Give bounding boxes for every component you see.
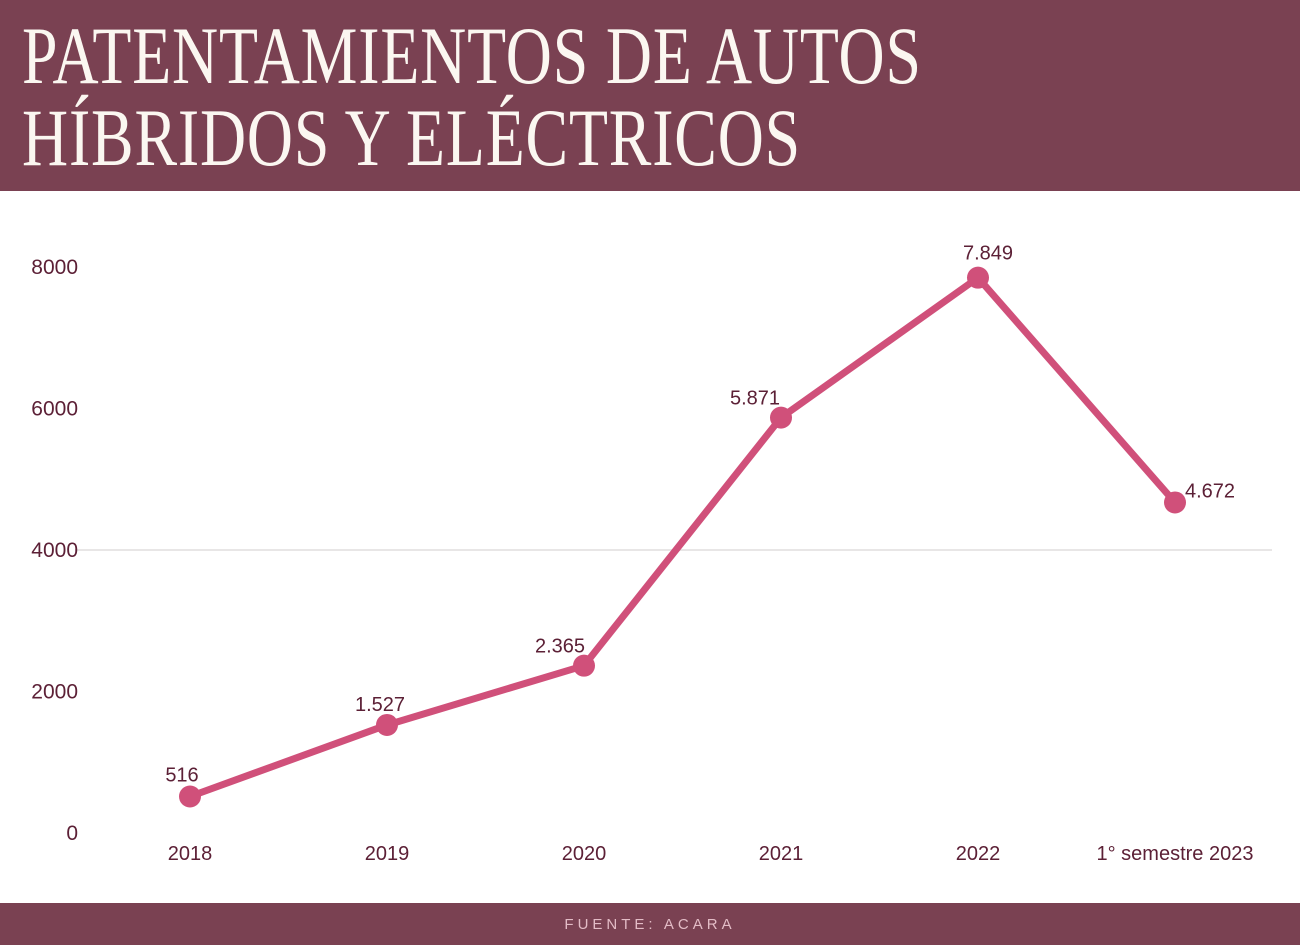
chart-title: PATENTAMIENTOS DE AUTOS HÍBRIDOS Y ELÉCT… [4,0,1096,179]
data-point-label: 1.527 [355,694,405,716]
data-point [573,654,595,677]
title-line-1: PATENTAMIENTOS DE AUTOS [22,10,922,102]
data-line [186,274,1179,800]
x-axis-tick-label: 2021 [759,843,804,865]
x-axis-tick-label: 2019 [365,843,410,865]
data-point [376,713,398,736]
data-point [1164,491,1186,514]
data-point-label: 7.849 [963,243,1013,265]
data-point-label: 2.365 [535,636,585,658]
footer-banner: FUENTE: ACARA [0,903,1300,945]
data-point [967,266,989,289]
y-axis-tick-label: 8000 [31,256,78,279]
data-point [179,785,201,808]
title-line-2: HÍBRIDOS Y ELÉCTRICOS [22,92,802,184]
data-point [770,406,792,429]
source-label: FUENTE: ACARA [564,915,736,933]
line-chart: 0 2000 4000 6000 8000 516 1.527 2.365 5.871 7.849… [0,191,1300,903]
data-point-label: 5.871 [730,388,780,410]
data-point-label: 4.672 [1185,480,1235,502]
y-axis-tick-label: 0 [66,822,78,845]
y-axis-tick-label: 2000 [31,681,78,704]
x-axis-tick-label: 2022 [956,843,1001,865]
header-banner: PATENTAMIENTOS DE AUTOS HÍBRIDOS Y ELÉCT… [0,0,1300,191]
line-chart-svg: 0 2000 4000 6000 8000 516 1.527 2.365 5.871 7.849… [31,243,1272,865]
data-point-label: 516 [165,764,198,786]
x-axis-tick-label: 2018 [168,843,213,865]
x-axis-tick-label: 2020 [562,843,607,865]
x-axis-tick-label: 1° semestre 2023 [1097,843,1254,865]
y-axis-tick-label: 4000 [31,539,78,562]
y-axis-tick-label: 6000 [31,398,78,421]
